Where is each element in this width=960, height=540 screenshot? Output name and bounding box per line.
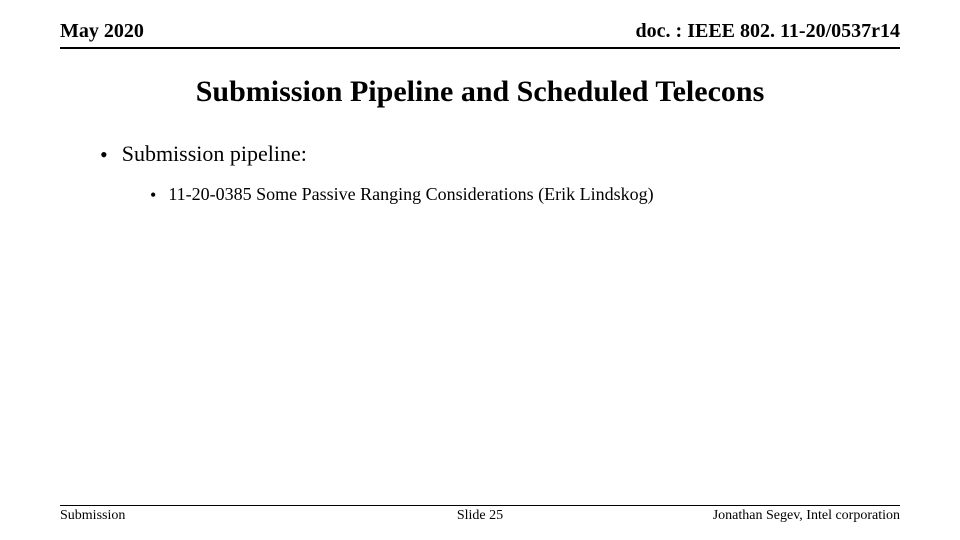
footer: Submission Slide 25 Jonathan Segev, Inte… xyxy=(0,505,960,524)
footer-right: Jonathan Segev, Intel corporation xyxy=(620,508,900,524)
page-title: Submission Pipeline and Scheduled Teleco… xyxy=(0,75,960,109)
header-date: May 2020 xyxy=(60,20,144,43)
header: May 2020 doc. : IEEE 802. 11-20/0537r14 xyxy=(0,0,960,43)
bullet-l2-text: 11-20-0385 Some Passive Ranging Consider… xyxy=(168,184,653,205)
footer-center: Slide 25 xyxy=(340,508,620,524)
footer-left: Submission xyxy=(60,508,340,524)
footer-rule xyxy=(60,505,900,506)
bullet-icon: • xyxy=(150,184,156,207)
bullet-l1-text: Submission pipeline: xyxy=(122,141,307,167)
bullet-level-2: • 11-20-0385 Some Passive Ranging Consid… xyxy=(150,184,900,207)
bullet-icon: • xyxy=(100,141,108,170)
bullet-level-1: • Submission pipeline: xyxy=(100,141,900,170)
footer-row: Submission Slide 25 Jonathan Segev, Inte… xyxy=(60,508,900,524)
header-rule xyxy=(60,47,900,49)
content-area: • Submission pipeline: • 11-20-0385 Some… xyxy=(0,141,960,207)
header-doc-ref: doc. : IEEE 802. 11-20/0537r14 xyxy=(636,20,900,43)
